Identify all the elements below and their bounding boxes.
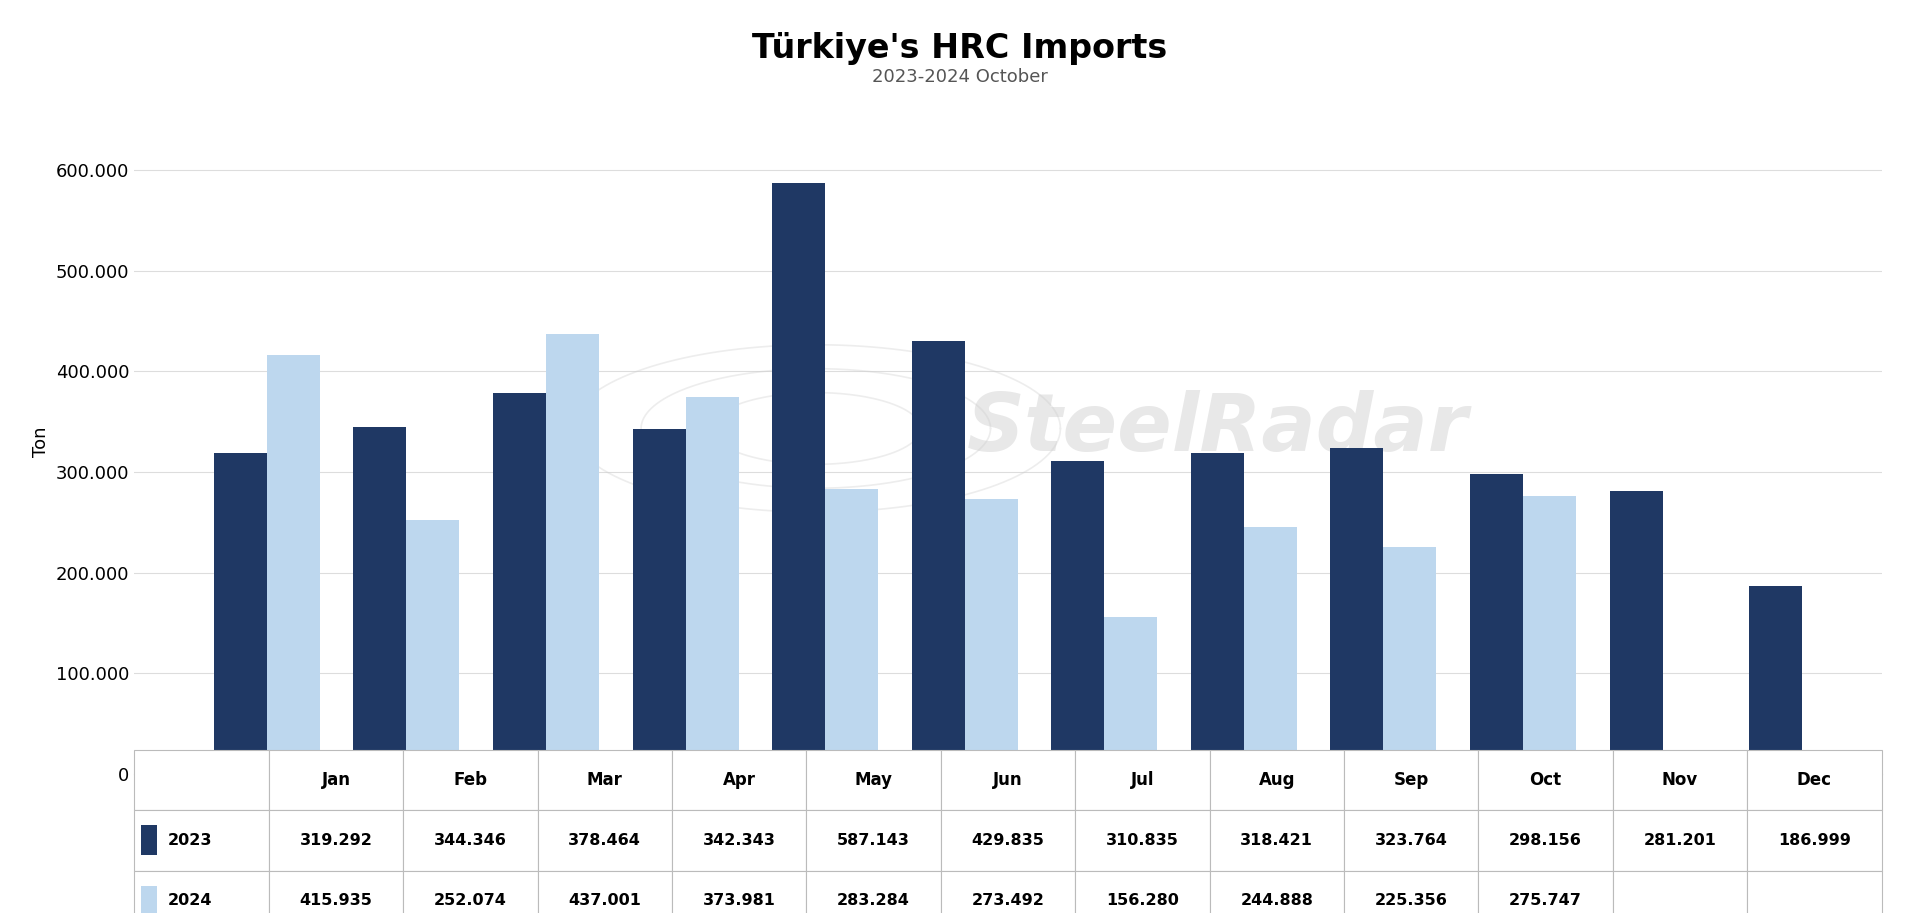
Bar bbox=[1384, 547, 1436, 774]
Bar bbox=[1749, 586, 1803, 774]
Bar bbox=[545, 334, 599, 774]
Bar bbox=[1190, 454, 1244, 774]
Bar bbox=[964, 498, 1018, 774]
Bar bbox=[772, 183, 826, 774]
Bar bbox=[407, 520, 459, 774]
Bar bbox=[1609, 491, 1663, 774]
Bar bbox=[1331, 448, 1384, 774]
Bar bbox=[1052, 461, 1104, 774]
Text: 2023: 2023 bbox=[169, 833, 213, 848]
Bar bbox=[1471, 474, 1523, 774]
Text: Türkiye's HRC Imports: Türkiye's HRC Imports bbox=[753, 32, 1167, 65]
Bar bbox=[685, 397, 739, 774]
Bar bbox=[1523, 497, 1576, 774]
Text: SteelRadar: SteelRadar bbox=[968, 390, 1469, 467]
Bar bbox=[912, 341, 964, 774]
Bar bbox=[632, 429, 685, 774]
Bar bbox=[1244, 528, 1296, 774]
Bar bbox=[826, 488, 877, 774]
Text: 2024: 2024 bbox=[169, 893, 213, 908]
Bar bbox=[353, 427, 407, 774]
Bar bbox=[493, 393, 545, 774]
Text: 2023-2024 October: 2023-2024 October bbox=[872, 68, 1048, 87]
Bar bbox=[213, 453, 267, 774]
Y-axis label: Ton: Ton bbox=[33, 426, 50, 457]
Bar bbox=[267, 355, 321, 774]
Bar bbox=[1104, 616, 1158, 774]
